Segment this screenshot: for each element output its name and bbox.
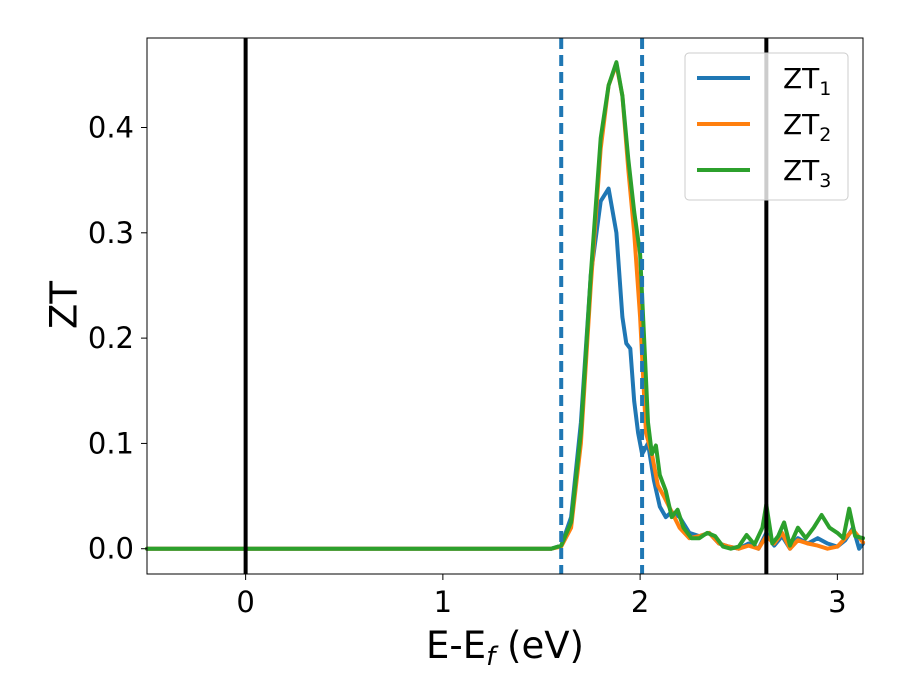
- legend-label-3: ZT3: [783, 154, 831, 192]
- legend-label-2: ZT2: [783, 108, 831, 146]
- y-tick-label: 0.3: [88, 216, 134, 250]
- x-axis-label: E-Ef (eV): [426, 624, 584, 672]
- x-tick-label: 2: [631, 585, 649, 619]
- plot-frame: [146, 37, 864, 575]
- y-tick-label: 0.4: [88, 111, 134, 145]
- x-tick-label: 1: [434, 585, 452, 619]
- x-axis-label-main: E-E: [426, 624, 486, 667]
- series-line-1: [145, 186, 865, 551]
- y-axis-label: ZT: [43, 281, 86, 329]
- legend-box: [684, 52, 849, 201]
- x-axis-label-unit: (eV): [495, 624, 584, 667]
- x-tick-label: 0: [236, 585, 254, 619]
- axis-ticks-layer: 0 1 2 3 0.0 0.1 0.2 0.3 0.4: [88, 111, 847, 619]
- y-tick-label: 0.0: [88, 532, 134, 566]
- y-tick-label: 0.2: [88, 321, 134, 355]
- data-lines-layer: [145, 60, 865, 551]
- y-tick-label: 0.1: [88, 426, 134, 460]
- legend: ZT1 ZT2 ZT3: [684, 52, 849, 201]
- legend-label-1: ZT1: [783, 62, 831, 100]
- x-tick-label: 3: [828, 585, 846, 619]
- series-line-3: [145, 60, 865, 551]
